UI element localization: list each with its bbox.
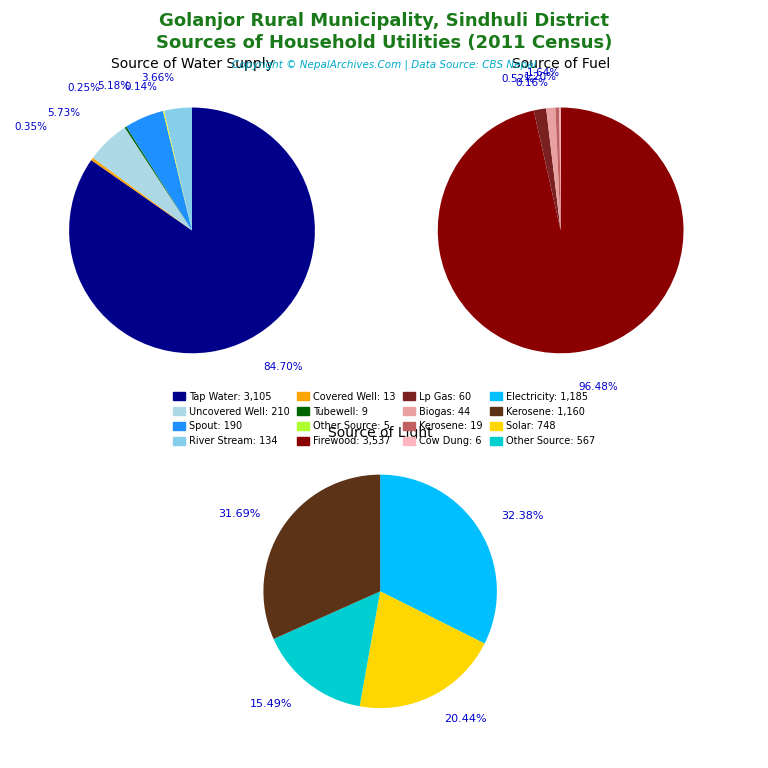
Wedge shape: [164, 108, 192, 230]
Wedge shape: [380, 475, 497, 644]
Text: 20.44%: 20.44%: [444, 713, 487, 723]
Wedge shape: [93, 127, 192, 230]
Wedge shape: [124, 127, 192, 230]
Text: 0.14%: 0.14%: [125, 82, 157, 92]
Wedge shape: [546, 108, 561, 230]
Title: Source of Fuel: Source of Fuel: [511, 58, 610, 71]
Wedge shape: [91, 158, 192, 230]
Text: 5.18%: 5.18%: [98, 81, 131, 91]
Text: 0.35%: 0.35%: [14, 122, 47, 132]
Text: Golanjor Rural Municipality, Sindhuli District
Sources of Household Utilities (2: Golanjor Rural Municipality, Sindhuli Di…: [156, 12, 612, 52]
Wedge shape: [534, 108, 561, 230]
Title: Source of Light: Source of Light: [328, 426, 432, 440]
Text: Copyright © NepalArchives.Com | Data Source: CBS Nepal: Copyright © NepalArchives.Com | Data Sou…: [232, 60, 536, 71]
Title: Source of Water Supply: Source of Water Supply: [111, 58, 273, 71]
Wedge shape: [263, 475, 380, 639]
Wedge shape: [359, 591, 485, 708]
Text: 0.16%: 0.16%: [516, 78, 549, 88]
Text: 15.49%: 15.49%: [250, 699, 293, 709]
Wedge shape: [69, 108, 315, 353]
Text: 84.70%: 84.70%: [263, 362, 303, 372]
Text: 32.38%: 32.38%: [502, 511, 544, 521]
Text: 5.73%: 5.73%: [47, 108, 81, 118]
Text: 1.20%: 1.20%: [524, 72, 557, 82]
Wedge shape: [555, 108, 561, 230]
Wedge shape: [126, 111, 192, 230]
Wedge shape: [163, 111, 192, 230]
Wedge shape: [438, 108, 684, 353]
Legend: Tap Water: 3,105, Uncovered Well: 210, Spout: 190, River Stream: 134, Covered We: Tap Water: 3,105, Uncovered Well: 210, S…: [170, 389, 598, 449]
Wedge shape: [559, 108, 561, 230]
Text: 0.52%: 0.52%: [502, 74, 535, 84]
Text: 31.69%: 31.69%: [218, 509, 260, 519]
Text: 0.25%: 0.25%: [68, 83, 101, 93]
Text: 96.48%: 96.48%: [578, 382, 617, 392]
Text: 3.66%: 3.66%: [141, 73, 174, 83]
Text: 1.64%: 1.64%: [527, 68, 560, 78]
Wedge shape: [273, 591, 380, 707]
